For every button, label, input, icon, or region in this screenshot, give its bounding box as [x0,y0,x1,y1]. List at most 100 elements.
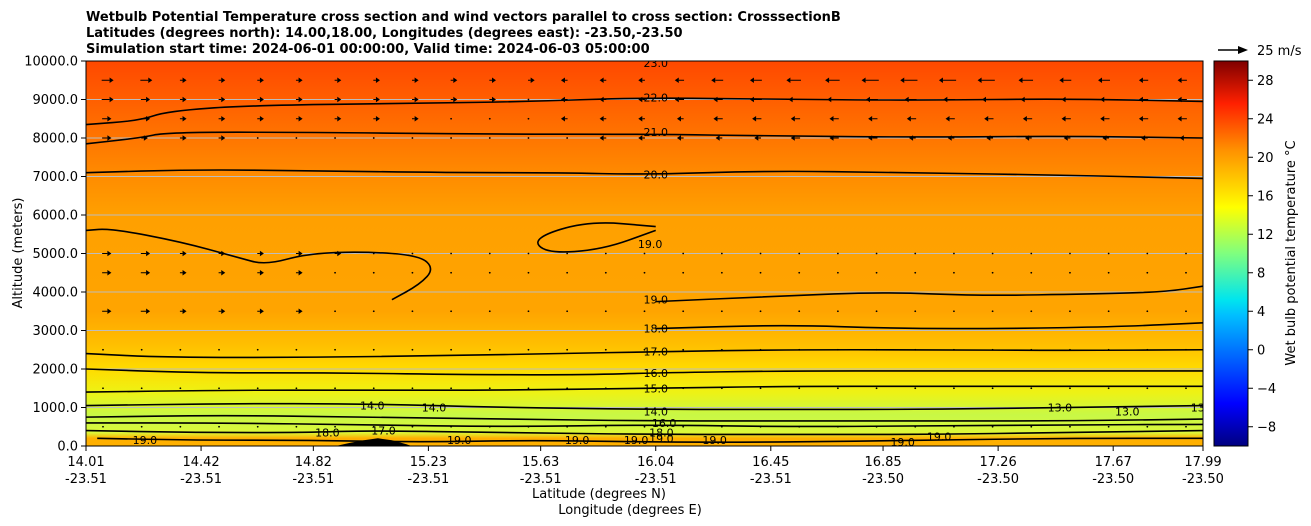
wind-vector [566,252,569,255]
wind-vector [914,271,917,274]
wind-vector-head [1100,96,1105,103]
wind-vector [372,310,375,313]
wind-vector [1185,425,1187,428]
wind-vector [372,271,375,274]
colorbar-gradient [1213,60,1249,447]
contour-label: 16.0 [652,417,677,430]
colorbar-tick-label: 12 [1257,228,1274,243]
title-line-2: Latitudes (degrees north): 14.00,18.00, … [86,26,683,41]
y-tick-label: 2000.0 [33,363,79,378]
quiver-key: 25 m/s [1218,44,1302,59]
wind-vector [953,271,955,274]
wind-vector-head [749,96,754,103]
wind-vector-head [375,115,380,122]
wind-vector-head [491,77,496,84]
wind-vector-head [1179,135,1184,141]
wind-vector [604,252,607,255]
wind-vector [140,425,143,428]
wind-vector [411,271,414,274]
wind-vector-head [1022,115,1027,122]
wind-vector-head [674,96,679,103]
wind-vector-head [337,115,342,122]
x-tick-label-latitude: 16.04 [637,455,674,470]
wind-vectors [101,77,1187,428]
wind-vector [1146,271,1149,274]
wind-vector-head [1025,135,1030,141]
y-tick-label: 9000.0 [33,93,79,108]
contour-label: 17.0 [643,346,668,359]
wind-vector [914,252,917,255]
wind-vector [1185,252,1187,255]
wind-vector-head [1098,77,1103,84]
wind-vector [295,425,298,428]
wind-vector [527,271,530,274]
contour-label: 19.0 [702,434,727,447]
x-tick-label-longitude: -23.51 [65,472,107,487]
wind-vector [798,310,801,313]
wind-vector [1185,348,1187,351]
wind-vector-head [298,269,303,276]
wind-vector [1107,271,1110,274]
wind-vector-head [414,115,419,122]
wind-vector [991,348,994,351]
wind-vector [836,387,839,390]
contour-label: 14.0 [643,405,668,418]
wind-vector-head [221,96,226,103]
wind-vector-head [560,96,565,103]
wind-vector-head [749,77,754,84]
wind-vector [488,348,491,351]
wind-vector [759,271,762,274]
wind-vector-head [868,135,873,141]
contour-line-18 [655,322,1203,330]
terrain-shape [335,438,412,446]
wind-vector-head [182,135,187,141]
wind-vector [682,310,685,313]
wind-vector-head [1100,115,1105,122]
wind-vector [488,252,491,255]
contour-line-20 [86,169,1203,180]
wind-vector-head [943,96,948,103]
wind-vector-head [599,135,604,141]
contour-label: 14.0 [422,402,447,415]
wind-vector [1107,387,1110,390]
wind-vector [991,271,994,274]
wind-vector-head [182,77,187,84]
wind-vector [527,252,530,255]
wind-vector [875,387,878,390]
wind-vector [527,348,530,351]
wind-vector [1030,252,1033,255]
wind-vector-head [109,96,114,103]
wind-vector-head [560,115,565,122]
x-tick-label-latitude: 17.67 [1095,455,1132,470]
wind-vector-head [298,96,303,103]
wind-vector [102,387,104,390]
contour-line-19 [97,437,1203,443]
wind-vector [875,310,878,313]
colorbar-tick-label: 4 [1257,305,1265,320]
wind-vector [643,387,646,390]
contour-label: 19.0 [890,436,915,449]
y-tick-label: 1000.0 [33,401,79,416]
x-tick-label-longitude: -23.51 [750,472,792,487]
wind-vector [140,348,143,351]
wind-vector [179,425,182,428]
wind-vector [450,387,453,390]
wind-vector [372,387,375,390]
x-tick-label-longitude: -23.50 [862,472,904,487]
wind-vector [566,137,569,139]
wind-vector-head [182,115,187,122]
wind-vector-head [861,77,866,84]
colorbar-tick-label: 8 [1257,266,1265,281]
wind-vector [720,252,723,255]
wind-vector [1069,348,1071,351]
contour-label: 19.0 [638,238,663,251]
wind-vector [411,252,414,255]
wind-vector-head [599,77,604,84]
wind-vector [256,387,259,390]
wind-vector [836,252,839,255]
contour-line-17 [86,348,1203,359]
wind-vector-head [904,96,909,103]
wind-vector [1030,387,1033,390]
contour-label: 19.0 [565,434,590,447]
wind-vector [102,348,104,351]
